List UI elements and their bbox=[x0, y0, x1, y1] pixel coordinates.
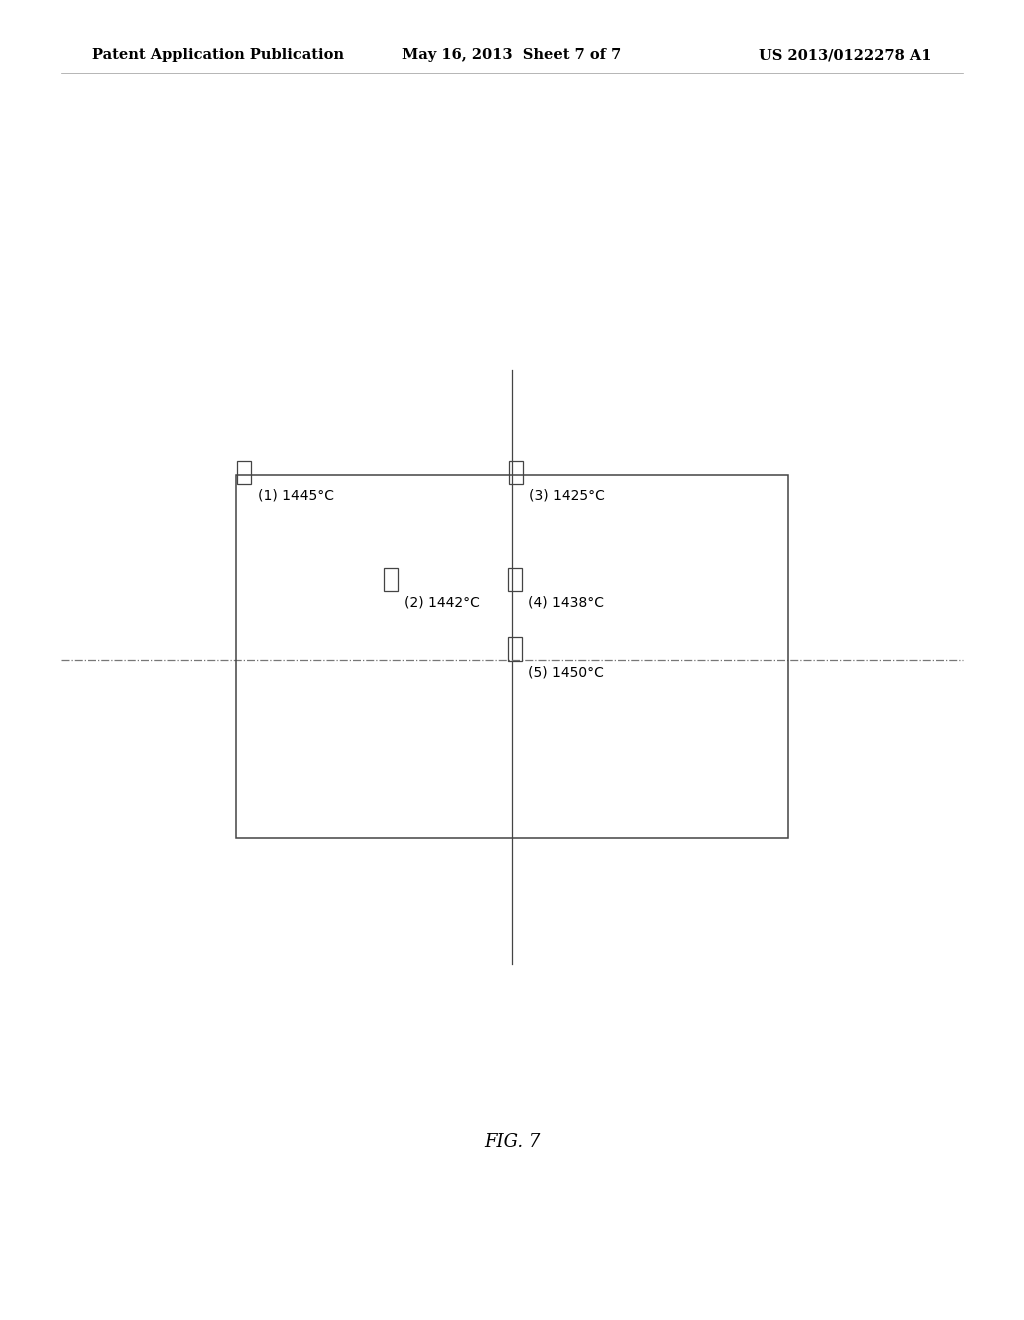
Bar bbox=[384, 568, 398, 591]
Text: (2) 1442°C: (2) 1442°C bbox=[404, 595, 480, 610]
Text: US 2013/0122278 A1: US 2013/0122278 A1 bbox=[760, 49, 932, 62]
Text: FIG. 7: FIG. 7 bbox=[483, 1133, 541, 1151]
Text: May 16, 2013  Sheet 7 of 7: May 16, 2013 Sheet 7 of 7 bbox=[402, 49, 622, 62]
Bar bbox=[237, 461, 251, 484]
Text: (5) 1450°C: (5) 1450°C bbox=[528, 665, 604, 680]
Bar bbox=[508, 568, 522, 591]
Text: (3) 1425°C: (3) 1425°C bbox=[529, 488, 605, 503]
Bar bbox=[508, 638, 522, 661]
Text: (1) 1445°C: (1) 1445°C bbox=[258, 488, 334, 503]
Text: (4) 1438°C: (4) 1438°C bbox=[528, 595, 604, 610]
Bar bbox=[236, 475, 788, 838]
Bar bbox=[509, 461, 523, 484]
Text: Patent Application Publication: Patent Application Publication bbox=[92, 49, 344, 62]
